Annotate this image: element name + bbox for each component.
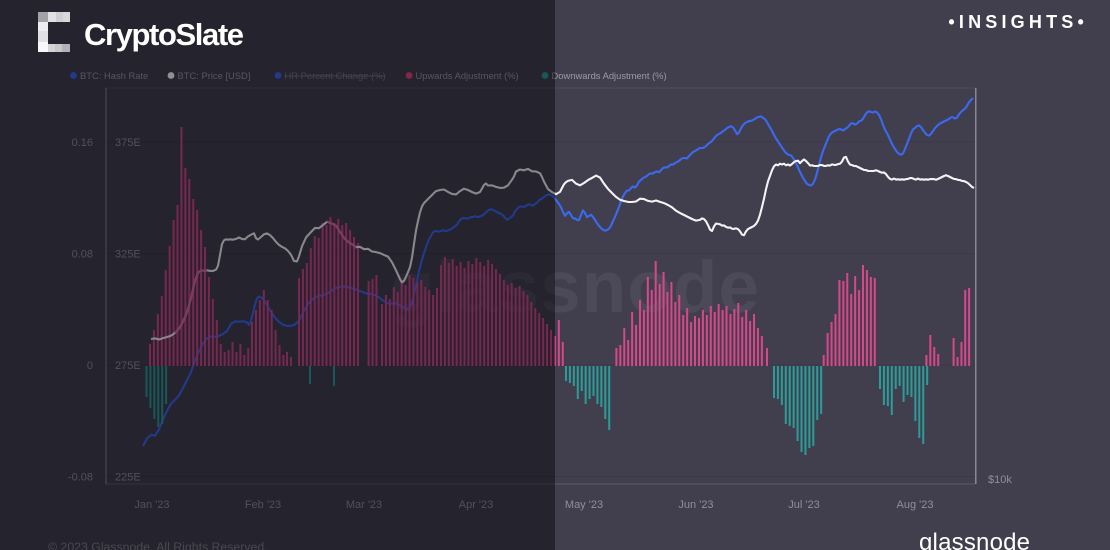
svg-text:225E: 225E xyxy=(115,472,141,484)
svg-text:Jul '23: Jul '23 xyxy=(788,499,819,511)
svg-text:325E: 325E xyxy=(115,249,141,261)
svg-text:Feb '23: Feb '23 xyxy=(245,499,281,511)
svg-text:0.16: 0.16 xyxy=(72,137,93,149)
svg-text:Mar '23: Mar '23 xyxy=(346,499,382,511)
svg-text:BTC: Hash Rate: BTC: Hash Rate xyxy=(80,70,148,81)
svg-text:275E: 275E xyxy=(115,360,141,372)
svg-text:$10k: $10k xyxy=(988,474,1012,486)
svg-text:0: 0 xyxy=(87,360,93,372)
svg-text:© 2023 Glassnode. All Rights R: © 2023 Glassnode. All Rights Reserved. xyxy=(48,540,268,550)
svg-text:Apr '23: Apr '23 xyxy=(459,499,494,511)
svg-text:May '23: May '23 xyxy=(565,499,603,511)
svg-text:-0.08: -0.08 xyxy=(68,472,93,484)
svg-text:Jun '23: Jun '23 xyxy=(678,499,713,511)
svg-text:Aug '23: Aug '23 xyxy=(897,499,934,511)
svg-text:Upwards Adjustment (%): Upwards Adjustment (%) xyxy=(416,70,519,81)
svg-text:0.08: 0.08 xyxy=(72,249,93,261)
svg-text:Downwards Adjustment (%): Downwards Adjustment (%) xyxy=(552,70,667,81)
svg-text:glassnode: glassnode xyxy=(390,247,760,328)
svg-text:HR Percent Change (%): HR Percent Change (%) xyxy=(285,70,386,81)
svg-text:375E: 375E xyxy=(115,137,141,149)
svg-text:Jan '23: Jan '23 xyxy=(134,499,169,511)
svg-text:BTC: Price [USD]: BTC: Price [USD] xyxy=(178,70,251,81)
